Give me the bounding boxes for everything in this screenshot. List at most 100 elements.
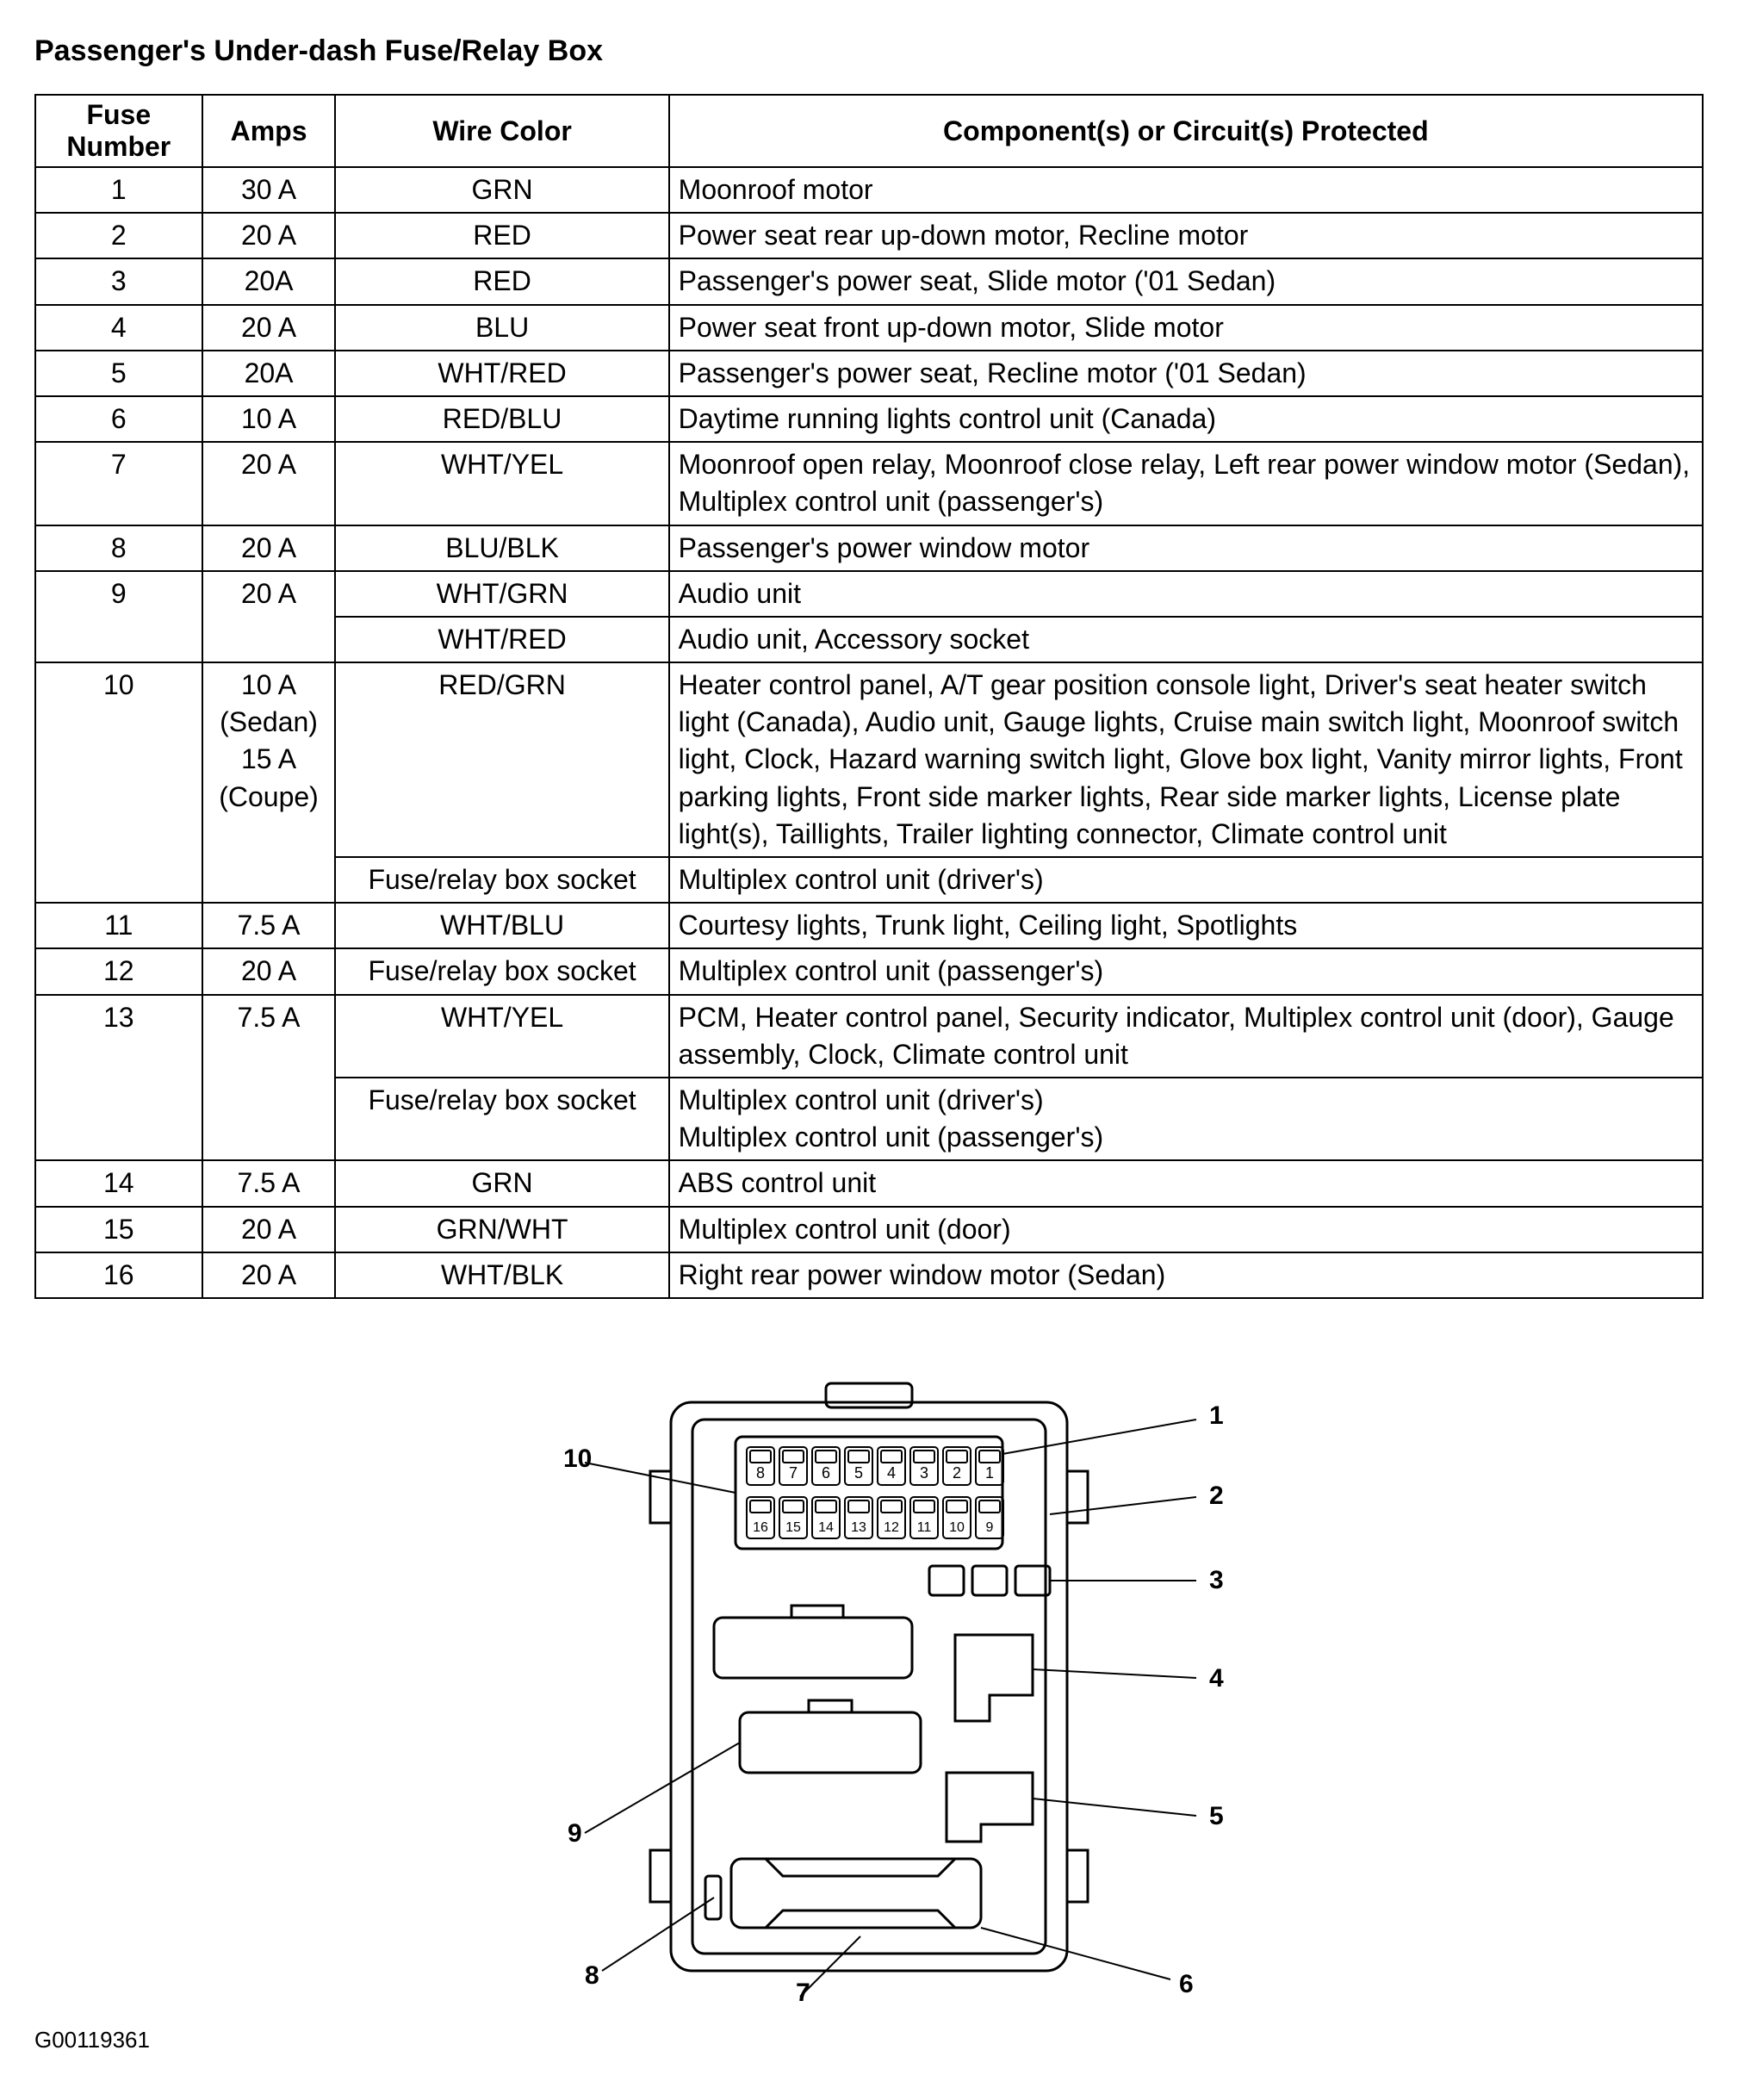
svg-text:6: 6 — [822, 1464, 830, 1482]
th-fuse-number: Fuse Number — [35, 95, 202, 167]
svg-text:10: 10 — [949, 1520, 965, 1535]
svg-text:5: 5 — [1209, 1802, 1224, 1830]
svg-text:5: 5 — [854, 1464, 863, 1482]
cell-amps: 20 A — [202, 948, 336, 994]
cell-amps: 7.5 A — [202, 1160, 336, 1206]
table-row: 6 10 A RED/BLU Daytime running lights co… — [35, 396, 1703, 442]
cell-wire: WHT/YEL — [335, 995, 668, 1078]
svg-text:7: 7 — [789, 1464, 798, 1482]
fuse-box-diagram: 87654321 161514131211109 — [34, 1368, 1704, 2010]
cell-comp: ABS control unit — [669, 1160, 1703, 1206]
cell-amps: 7.5 A — [202, 995, 336, 1161]
table-row: 5 20A WHT/RED Passenger's power seat, Re… — [35, 351, 1703, 396]
svg-text:2: 2 — [953, 1464, 961, 1482]
cell-amps: 20 A — [202, 1252, 336, 1298]
table-header-row: Fuse Number Amps Wire Color Component(s)… — [35, 95, 1703, 167]
cell-wire: RED/GRN — [335, 662, 668, 857]
table-row: 1 30 A GRN Moonroof motor — [35, 167, 1703, 213]
cell-comp: Passenger's power seat, Slide motor ('01… — [669, 258, 1703, 304]
cell-fuse-number: 1 — [35, 167, 202, 213]
cell-wire: GRN — [335, 1160, 668, 1206]
document-id: G00119361 — [34, 2027, 1704, 2053]
svg-text:2: 2 — [1209, 1482, 1224, 1510]
svg-text:7: 7 — [796, 1979, 810, 2005]
cell-wire: BLU/BLK — [335, 525, 668, 571]
cell-amps: 20 A — [202, 525, 336, 571]
cell-wire: RED — [335, 213, 668, 258]
cell-amps: 20 A — [202, 1207, 336, 1252]
th-amps: Amps — [202, 95, 336, 167]
fuse-table: Fuse Number Amps Wire Color Component(s)… — [34, 94, 1704, 1299]
svg-text:11: 11 — [917, 1520, 932, 1535]
cell-wire: Fuse/relay box socket — [335, 857, 668, 903]
cell-comp: Courtesy lights, Trunk light, Ceiling li… — [669, 903, 1703, 948]
cell-amps: 20 A — [202, 442, 336, 525]
cell-amps: 20A — [202, 258, 336, 304]
th-wire-color: Wire Color — [335, 95, 668, 167]
cell-amps: 20 A — [202, 305, 336, 351]
cell-fuse-number: 3 — [35, 258, 202, 304]
svg-text:13: 13 — [851, 1520, 866, 1535]
cell-fuse-number: 9 — [35, 571, 202, 662]
svg-text:1: 1 — [1209, 1401, 1224, 1430]
cell-wire: Fuse/relay box socket — [335, 948, 668, 994]
svg-text:9: 9 — [568, 1819, 582, 1848]
cell-comp: Passenger's power window motor — [669, 525, 1703, 571]
cell-comp: Multiplex control unit (passenger's) — [669, 948, 1703, 994]
cell-fuse-number: 8 — [35, 525, 202, 571]
svg-text:3: 3 — [1209, 1566, 1224, 1594]
cell-fuse-number: 6 — [35, 396, 202, 442]
cell-fuse-number: 14 — [35, 1160, 202, 1206]
cell-fuse-number: 10 — [35, 662, 202, 903]
cell-amps: 7.5 A — [202, 903, 336, 948]
table-row: 11 7.5 A WHT/BLU Courtesy lights, Trunk … — [35, 903, 1703, 948]
svg-text:1: 1 — [985, 1464, 994, 1482]
table-row: 10 10 A (Sedan) 15 A (Coupe) RED/GRN Hea… — [35, 662, 1703, 857]
cell-comp: Power seat front up-down motor, Slide mo… — [669, 305, 1703, 351]
svg-text:14: 14 — [818, 1520, 834, 1535]
cell-comp: Multiplex control unit (door) — [669, 1207, 1703, 1252]
cell-comp: Moonroof motor — [669, 167, 1703, 213]
cell-fuse-number: 16 — [35, 1252, 202, 1298]
cell-fuse-number: 11 — [35, 903, 202, 948]
cell-comp: Multiplex control unit (driver's)Multipl… — [669, 1078, 1703, 1160]
cell-comp: PCM, Heater control panel, Security indi… — [669, 995, 1703, 1078]
cell-comp: Multiplex control unit (driver's) — [669, 857, 1703, 903]
cell-comp: Moonroof open relay, Moonroof close rela… — [669, 442, 1703, 525]
cell-wire: WHT/RED — [335, 617, 668, 662]
cell-wire: WHT/RED — [335, 351, 668, 396]
svg-text:12: 12 — [884, 1520, 899, 1535]
cell-wire: WHT/YEL — [335, 442, 668, 525]
table-row: 3 20A RED Passenger's power seat, Slide … — [35, 258, 1703, 304]
cell-amps: 20 A — [202, 213, 336, 258]
svg-text:9: 9 — [986, 1520, 994, 1535]
fuse-box-svg-icon: 87654321 161514131211109 — [395, 1368, 1343, 2005]
table-row: 12 20 A Fuse/relay box socket Multiplex … — [35, 948, 1703, 994]
svg-text:4: 4 — [1209, 1664, 1224, 1693]
cell-fuse-number: 7 — [35, 442, 202, 525]
table-row: 14 7.5 A GRN ABS control unit — [35, 1160, 1703, 1206]
cell-wire: WHT/GRN — [335, 571, 668, 617]
cell-amps: 20 A — [202, 571, 336, 662]
table-row: 13 7.5 A WHT/YEL PCM, Heater control pan… — [35, 995, 1703, 1078]
cell-fuse-number: 12 — [35, 948, 202, 994]
cell-comp: Right rear power window motor (Sedan) — [669, 1252, 1703, 1298]
cell-amps: 10 A — [202, 396, 336, 442]
cell-wire: GRN/WHT — [335, 1207, 668, 1252]
cell-wire: RED — [335, 258, 668, 304]
cell-comp: Heater control panel, A/T gear position … — [669, 662, 1703, 857]
svg-text:10: 10 — [563, 1445, 592, 1473]
cell-wire: WHT/BLK — [335, 1252, 668, 1298]
cell-wire: RED/BLU — [335, 396, 668, 442]
cell-fuse-number: 15 — [35, 1207, 202, 1252]
table-row: 4 20 A BLU Power seat front up-down moto… — [35, 305, 1703, 351]
cell-amps: 30 A — [202, 167, 336, 213]
svg-text:4: 4 — [887, 1464, 896, 1482]
svg-text:8: 8 — [585, 1961, 599, 1990]
cell-comp: Audio unit — [669, 571, 1703, 617]
cell-fuse-number: 4 — [35, 305, 202, 351]
cell-wire: GRN — [335, 167, 668, 213]
cell-amps: 10 A (Sedan) 15 A (Coupe) — [202, 662, 336, 903]
table-row: 8 20 A BLU/BLK Passenger's power window … — [35, 525, 1703, 571]
table-row: 16 20 A WHT/BLK Right rear power window … — [35, 1252, 1703, 1298]
